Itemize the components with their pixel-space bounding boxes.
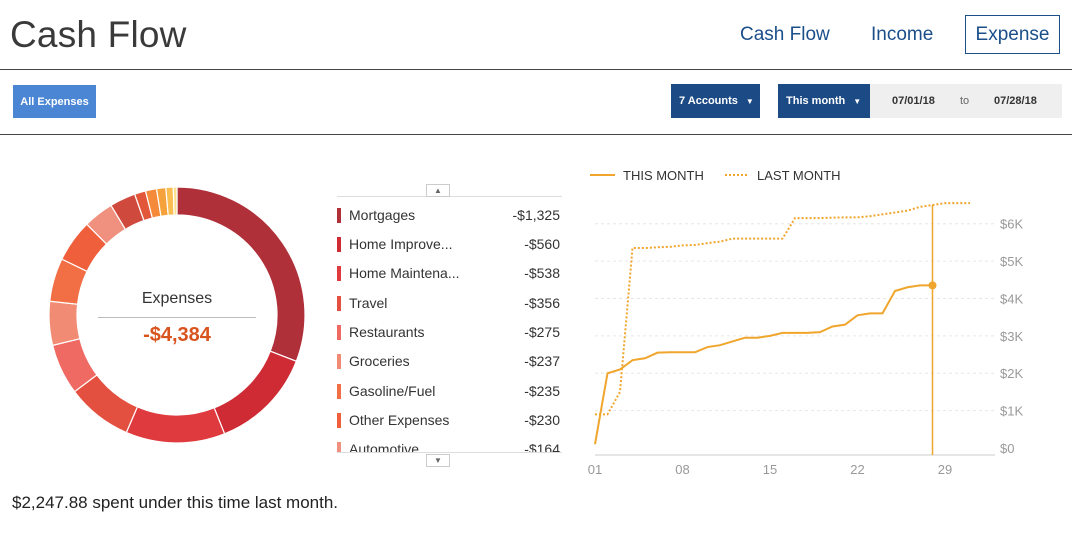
current-day-point[interactable] [928, 281, 937, 290]
category-name: Groceries [349, 353, 410, 369]
x-tick-label: 01 [588, 462, 602, 477]
cash-flow-line-chart: THIS MONTH LAST MONTH $0 $1K $2K $3K $4K $5K $6K… [588, 168, 1024, 477]
toolbar-divider [0, 134, 1072, 135]
category-name: Automotive [349, 441, 420, 453]
list-item[interactable]: Travel -$356 [337, 293, 562, 313]
expense-donut-chart [48, 186, 306, 444]
category-amount: -$237 [524, 353, 560, 369]
donut-label: Expenses [141, 290, 213, 307]
category-color-swatch [337, 237, 341, 252]
category-name: Travel [349, 295, 388, 311]
list-item[interactable]: Home Improve... -$560 [337, 234, 562, 254]
chevron-down-icon: ▼ [853, 96, 862, 106]
chevron-up-icon: ▲ [434, 186, 442, 195]
y-tick-label: $5K [1000, 254, 1023, 269]
list-item[interactable]: Gasoline/Fuel -$235 [337, 381, 562, 401]
x-tick-label: 08 [675, 462, 689, 477]
legend-last-month: LAST MONTH [757, 168, 841, 183]
category-color-swatch [337, 442, 341, 453]
y-tick-label: $1K [1000, 404, 1023, 419]
category-name: Other Expenses [349, 412, 450, 428]
category-amount: -$538 [524, 265, 560, 281]
chevron-down-icon: ▼ [745, 96, 754, 106]
category-color-swatch [337, 208, 341, 223]
y-tick-label: $3K [1000, 329, 1023, 344]
accounts-dropdown-label: 7 Accounts [679, 95, 738, 107]
x-tick-label: 22 [850, 462, 864, 477]
category-list: Mortgages -$1,325 Home Improve... -$560 … [337, 200, 562, 453]
donut-segment[interactable] [172, 186, 178, 216]
y-tick-label: $4K [1000, 291, 1023, 306]
period-dropdown-label: This month [786, 95, 846, 107]
page-title: Cash Flow [10, 14, 187, 55]
list-bottom-divider [337, 452, 562, 453]
category-name: Restaurants [349, 324, 425, 340]
date-range: 07/01/18 to 07/28/18 [870, 84, 1062, 118]
list-item[interactable]: Groceries -$237 [337, 351, 562, 371]
scroll-down-button[interactable]: ▼ [426, 454, 450, 467]
category-amount: -$230 [524, 412, 560, 428]
list-item[interactable]: Restaurants -$275 [337, 322, 562, 342]
category-name: Mortgages [349, 207, 416, 223]
category-color-swatch [337, 354, 341, 369]
category-amount: -$1,325 [512, 207, 560, 223]
category-amount: -$275 [524, 324, 560, 340]
category-name: Home Maintena... [349, 265, 460, 281]
list-item[interactable]: Home Maintena... -$538 [337, 263, 562, 283]
y-tick-label: $2K [1000, 366, 1023, 381]
category-name: Home Improve... [349, 236, 453, 252]
comparison-summary: $2,247.88 spent under this time last mon… [12, 493, 339, 512]
category-name: Gasoline/Fuel [349, 383, 436, 399]
nav-income[interactable]: Income [871, 24, 934, 45]
list-item[interactable]: Automotive -$164 [337, 439, 562, 453]
category-color-swatch [337, 384, 341, 399]
category-color-swatch [337, 266, 341, 281]
nav-cash-flow[interactable]: Cash Flow [740, 24, 830, 45]
donut-segment[interactable] [125, 406, 226, 444]
date-to-field[interactable]: 07/28/18 [994, 95, 1037, 107]
category-amount: -$164 [524, 441, 560, 453]
accounts-dropdown[interactable]: 7 Accounts ▼ [671, 84, 760, 118]
category-amount: -$235 [524, 383, 560, 399]
category-color-swatch [337, 325, 341, 340]
nav-expense[interactable]: Expense [965, 15, 1060, 54]
header-divider [0, 69, 1072, 70]
x-tick-label: 29 [938, 462, 952, 477]
donut-segment[interactable] [48, 300, 81, 347]
category-color-swatch [337, 296, 341, 311]
legend-this-month: THIS MONTH [623, 168, 704, 183]
period-dropdown[interactable]: This month ▼ [778, 84, 870, 118]
category-amount: -$560 [524, 236, 560, 252]
donut-segment[interactable] [213, 350, 298, 435]
list-item[interactable]: Other Expenses -$230 [337, 410, 562, 430]
all-expenses-button[interactable]: All Expenses [13, 85, 96, 118]
y-tick-label: $6K [1000, 217, 1023, 232]
list-item[interactable]: Mortgages -$1,325 [337, 205, 562, 225]
series-this-month [594, 284, 933, 445]
date-from-field[interactable]: 07/01/18 [892, 95, 935, 107]
category-color-swatch [337, 413, 341, 428]
y-tick-label: $0 [1000, 441, 1014, 456]
series-last-month [595, 202, 970, 416]
date-to-label: to [960, 95, 970, 107]
scroll-up-button[interactable]: ▲ [426, 184, 450, 197]
chevron-down-icon: ▼ [434, 456, 442, 465]
donut-total: -$4,384 [143, 324, 211, 346]
donut-divider [98, 317, 256, 318]
category-amount: -$356 [524, 295, 560, 311]
x-tick-label: 15 [763, 462, 777, 477]
